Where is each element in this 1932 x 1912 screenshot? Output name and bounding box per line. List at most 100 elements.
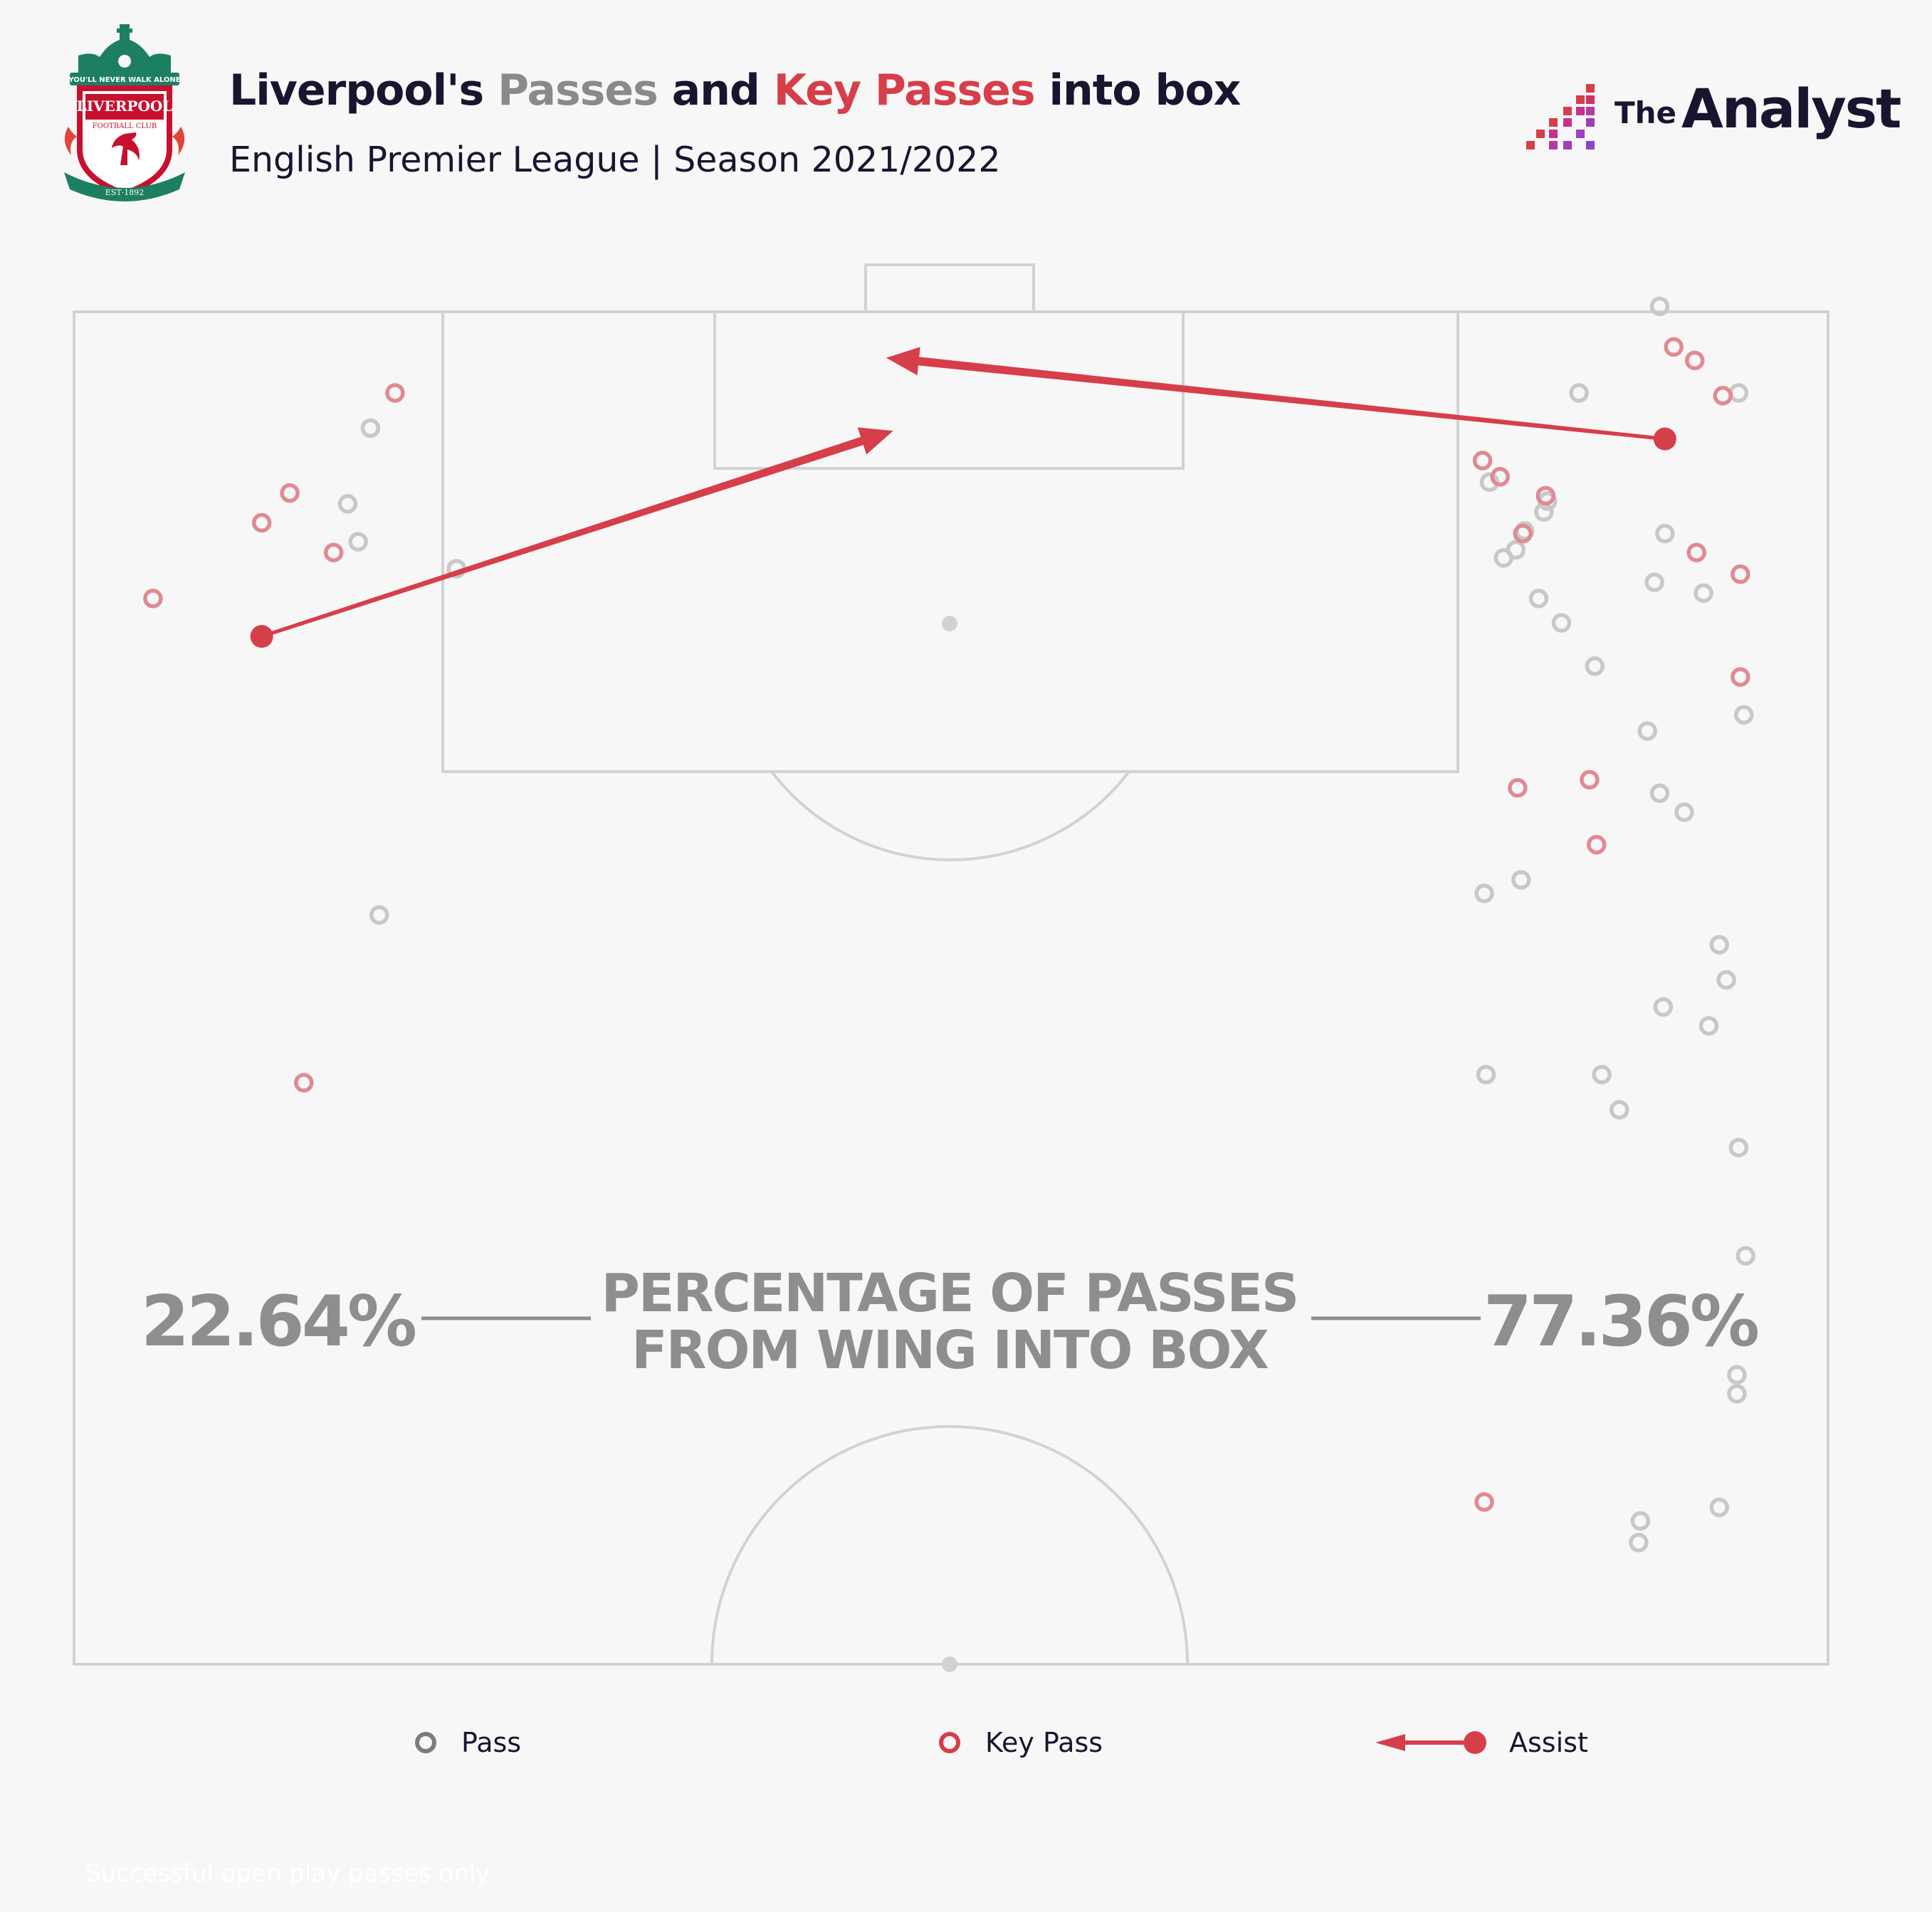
pass-point-25 (1476, 1064, 1496, 1085)
key-pass-point-16 (1731, 667, 1750, 687)
key-pass-point-0 (385, 383, 405, 403)
brand-name: Analyst (1681, 77, 1901, 140)
key-pass-point-19 (1513, 523, 1533, 544)
pass-point-18 (1716, 970, 1736, 990)
pass-point-6 (1649, 296, 1670, 317)
pass-point-26 (1610, 1100, 1629, 1120)
pass-point-21 (1511, 870, 1531, 890)
pass-point-23 (1699, 1016, 1719, 1036)
pass-point-33 (1493, 548, 1513, 568)
key-pass-point-4 (143, 589, 163, 609)
pitch-markings (73, 263, 1829, 1672)
key-pass-point-18 (1474, 1492, 1494, 1512)
pass-point-7 (1569, 383, 1589, 403)
liverpool-crest-logo: YOU'LL NEVER WALK ALONE LIVERPOOL FOOTBA… (64, 24, 185, 201)
six-yard-box (713, 310, 1185, 470)
pass-point-17 (1649, 783, 1670, 804)
footnote: Successful open play passes only. (85, 1859, 495, 1888)
legend-item-key-pass: Key Pass (935, 1721, 1149, 1764)
pass-point-4 (1727, 1365, 1747, 1385)
title-part-dark: Liverpool's (229, 65, 498, 115)
pass-point-37 (348, 532, 368, 552)
pass-point-2 (1728, 1138, 1749, 1157)
pass-point-31 (1655, 523, 1675, 544)
assist-arrow-1 (250, 427, 893, 648)
assist-origin-0 (1653, 427, 1676, 451)
pass-point-35 (360, 418, 381, 438)
assist-arrow-shaft-0 (918, 357, 1666, 441)
brand-prefix: The (1615, 95, 1677, 130)
legend-label-assist: Assist (1509, 1727, 1588, 1758)
crest-gate: YOU'LL NEVER WALK ALONE (68, 24, 181, 85)
wing-percentage-annotation: 22.64% PERCENTAGE OF PASSES FROM WING IN… (141, 1263, 1761, 1381)
pass-point-3 (1736, 1246, 1755, 1266)
title-part-dark: into box (1034, 65, 1241, 115)
the-analyst-logo: The Analyst (1523, 77, 1922, 158)
crest-shield: LIVERPOOL FOOTBALL CLUB EST·1892 (64, 85, 185, 201)
title-part-dark: and (657, 65, 774, 115)
pass-point-1 (1733, 705, 1754, 725)
svg-text:LIVERPOOL: LIVERPOOL (77, 98, 173, 115)
right-wing-percentage: 77.36% (1484, 1281, 1758, 1362)
key-pass-point-5 (294, 1073, 314, 1093)
key-pass-marker-icon (939, 1732, 960, 1753)
key-pass-point-3 (323, 542, 344, 562)
key-pass-point-14 (1587, 834, 1607, 855)
penalty-spot (942, 616, 957, 631)
pass-point-29 (1630, 1511, 1651, 1531)
pass-point-9 (1528, 589, 1549, 609)
svg-text:EST·1892: EST·1892 (105, 188, 144, 197)
key-pass-point-9 (1686, 542, 1706, 562)
legend-label-key-pass: Key Pass (985, 1727, 1103, 1758)
assist-arrow-icon (1375, 1731, 1486, 1754)
centre-circle (710, 1425, 1189, 1665)
pass-point-10 (1551, 613, 1572, 633)
pass-marker-icon (415, 1732, 436, 1753)
penalty-box (441, 310, 1459, 773)
legend-item-assist: Assist (1372, 1721, 1600, 1764)
pass-point-14 (1585, 656, 1605, 676)
key-pass-point-8 (1535, 485, 1556, 506)
pass-point-39 (369, 905, 389, 925)
legend-label-pass: Pass (461, 1727, 522, 1758)
pass-point-20 (1653, 997, 1674, 1017)
pass-point-22 (1474, 883, 1494, 903)
pass-point-24 (1592, 1064, 1612, 1085)
penalty-arc (770, 770, 1130, 862)
pass-point-28 (1709, 1497, 1729, 1518)
pass-point-30 (1629, 1533, 1649, 1553)
assist-origin-1 (250, 625, 273, 648)
pitch-outline (73, 310, 1829, 1666)
key-pass-point-6 (1490, 467, 1510, 487)
assist-arrow-head-1 (857, 427, 893, 455)
key-pass-point-10 (1731, 564, 1750, 584)
assist-arrow-0 (886, 347, 1676, 451)
left-wing-percentage: 22.64% (141, 1281, 416, 1362)
pass-point-32 (1644, 572, 1664, 592)
key-pass-point-1 (280, 483, 300, 503)
key-pass-point-11 (1713, 386, 1733, 406)
chart-subtitle: English Premier League | Season 2021/202… (229, 140, 1001, 180)
title-part-grey: Passes (498, 65, 658, 115)
annotation-label-line-1: PERCENTAGE OF PASSES (602, 1263, 1298, 1324)
key-pass-series (143, 337, 1750, 1512)
key-pass-point-12 (1508, 778, 1528, 798)
assist-arrow-head-0 (886, 347, 920, 376)
pass-point-36 (337, 494, 358, 514)
key-pass-point-7 (1472, 451, 1493, 471)
assist-arrow-shaft-1 (261, 436, 863, 639)
pass-point-27 (1694, 583, 1713, 603)
pass-point-0 (1728, 383, 1749, 403)
centre-spot (942, 1656, 957, 1672)
key-pass-point-17 (1664, 337, 1684, 357)
pass-point-19 (1709, 935, 1729, 955)
pass-point-5 (1727, 1384, 1747, 1404)
pass-point-15 (1637, 721, 1657, 741)
goal (864, 263, 1035, 313)
svg-text:FOOTBALL CLUB: FOOTBALL CLUB (93, 122, 157, 130)
analyst-pixel-mark-icon (1526, 84, 1595, 149)
assist-series (250, 347, 1676, 648)
svg-text:YOU'LL NEVER WALK ALONE: YOU'LL NEVER WALK ALONE (68, 76, 180, 84)
